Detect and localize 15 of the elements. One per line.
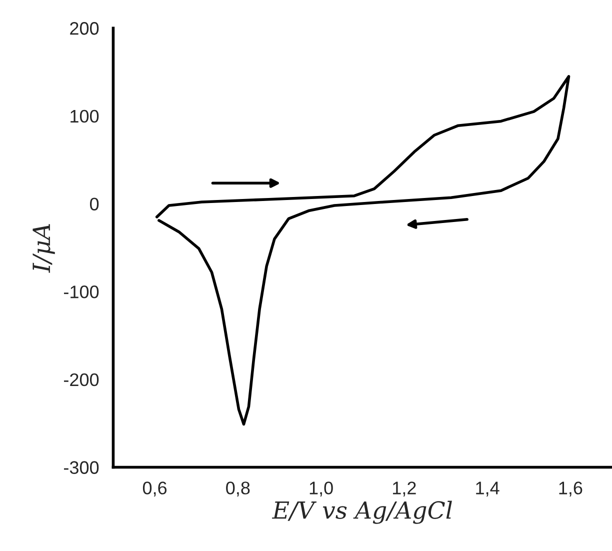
x-tick-label: 0,6	[142, 482, 167, 497]
x-tick-label: 1,2	[393, 482, 416, 497]
y-tick-label: -100	[64, 286, 99, 298]
y-tick-label: 100	[70, 110, 99, 123]
x-tick-label: 1,4	[476, 482, 500, 497]
y-tick-label: -300	[64, 461, 99, 474]
x-tick-label: 0,8	[226, 482, 250, 497]
y-tick-label: 0	[90, 198, 99, 210]
x-axis-title: E/V vs Ag/AgCl	[272, 500, 452, 524]
y-tick-label: 200	[70, 22, 99, 35]
y-tick-label: -200	[64, 373, 99, 386]
y-axis-title: I/μA	[32, 224, 55, 273]
line-series	[155, 75, 570, 426]
x-tick-label: 1,0	[310, 482, 333, 497]
x-tick-label: 1,6	[559, 482, 582, 497]
